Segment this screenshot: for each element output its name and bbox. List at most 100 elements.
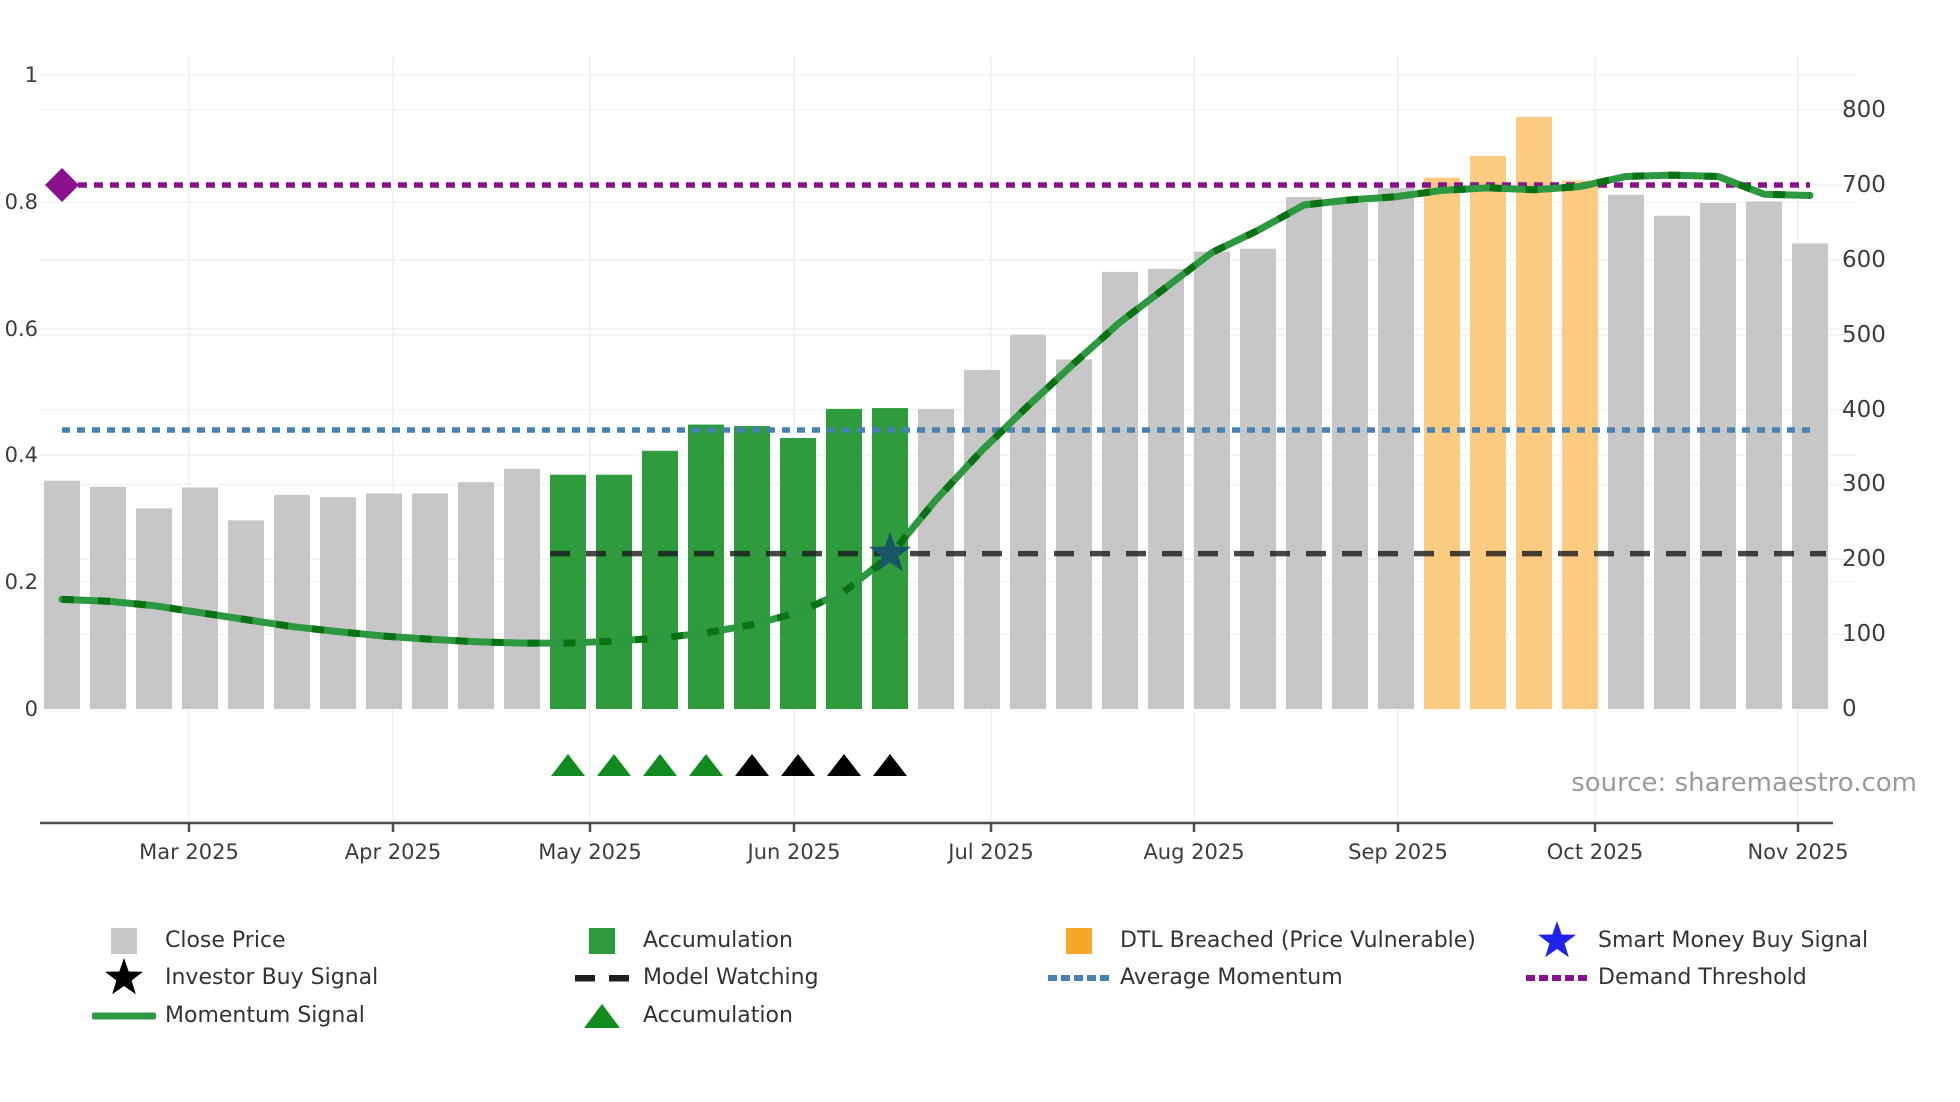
accumulation-triangle-icon [827,754,861,776]
legend-item: Momentum Signal [62,996,365,1036]
smart-money-star-icon [1538,921,1576,958]
close-price-bar [826,408,862,709]
x-axis-month-label: Oct 2025 [1546,840,1644,864]
close-price-bar [274,494,310,709]
y-left-tick-label: 0 [24,697,38,721]
accumulation-triangle-icon [689,754,723,776]
close-price-bar [1792,243,1828,710]
close-price-bar [780,438,816,709]
close-price-bar [964,369,1000,709]
legend-label: Average Momentum [1120,965,1343,990]
y-right-tick-label: 100 [1842,621,1886,648]
y-right-tick-label: 800 [1842,97,1886,124]
close-price-bar [596,474,632,709]
x-axis-month-label: Jun 2025 [747,840,841,864]
close-price-bar [1056,359,1092,709]
accumulation-triangle-icon [873,754,907,776]
x-axis-month-label: Nov 2025 [1747,840,1849,864]
legend-label: Model Watching [643,965,819,990]
y-right-tick-label: 200 [1842,546,1886,573]
y-right-tick-label: 600 [1842,246,1886,273]
close-price-bar [366,493,402,709]
close-price-bar [1424,177,1460,709]
y-left-tick-label: 0.8 [4,189,38,214]
close-price-bar [688,424,724,709]
close-price-bar [1516,116,1552,709]
accumulation-triangle-icon [597,754,631,776]
source-attribution: source: sharemaestro.com [1571,768,1917,798]
legend-item: Accumulation [540,921,793,961]
close-price-bar [642,450,678,709]
momentum-signal-line-dash [61,171,1811,647]
y-right-tick-label: 500 [1842,321,1886,348]
accumulation-triangle-icon [781,754,815,776]
close-price-bar [1332,203,1368,710]
legend-label: DTL Breached (Price Vulnerable) [1120,928,1476,953]
legend-item: DTL Breached (Price Vulnerable) [1017,921,1476,961]
investor-buy-signal-star-icon [105,958,143,995]
accumulation-triangle-icon [735,754,769,776]
close-price-swatch [111,928,137,954]
legend-label: Close Price [165,928,286,953]
demand-threshold-diamond-icon [45,168,79,203]
model-watching-dash-swatch [575,975,629,982]
y-right-tick-label: 700 [1842,172,1886,199]
momentum-signal-line-swatch [92,1012,156,1020]
buy-signal-star-icon [869,531,911,572]
legend-label: Momentum Signal [165,1003,365,1028]
x-axis-month-label: Jul 2025 [948,840,1034,864]
x-axis-month-label: Mar 2025 [139,840,239,864]
legend-item: Close Price [62,921,286,961]
legend-label: Demand Threshold [1598,965,1807,990]
close-price-bar [918,408,954,709]
close-price-bar [320,497,356,709]
close-price-bar [1700,203,1736,710]
close-price-bar [1240,248,1276,710]
legend-label: Accumulation [643,928,793,953]
close-price-bar [504,468,540,709]
y-left-tick-label: 1 [24,63,38,87]
legend-item: Average Momentum [1017,958,1343,998]
average-momentum-dots-swatch [1048,975,1109,981]
close-price-bar [412,493,448,709]
close-price-bar [734,426,770,709]
close-price-bar [1148,268,1184,709]
legend-item: Investor Buy Signal [62,958,378,998]
close-price-bar [1378,188,1414,709]
accumulation-triangle-icon [551,754,585,776]
legend-label: Investor Buy Signal [165,965,379,990]
y-right-tick-label: 400 [1842,396,1886,423]
legend-item: Model Watching [540,958,819,998]
close-price-bar [1654,215,1690,709]
legend-label: Accumulation [643,1003,793,1028]
x-axis-month-label: Aug 2025 [1143,840,1245,864]
legend-label: Smart Money Buy Signal [1598,928,1869,953]
accumulation-swatch [589,928,615,954]
close-price-bar [1608,194,1644,709]
close-price-bar [550,474,586,709]
legend-item: Accumulation [540,996,793,1036]
demand-threshold-dots-swatch [1526,975,1587,981]
accumulation-triangle-icon [643,754,677,776]
legend-item: Demand Threshold [1495,958,1807,998]
x-axis-month-label: May 2025 [538,840,642,864]
accumulation-triangle-icon [584,1004,620,1028]
y-right-tick-label: 300 [1842,471,1886,498]
close-price-bar [44,480,80,709]
y-left-tick-label: 0.6 [4,316,38,341]
x-axis-month-label: Sep 2025 [1348,840,1448,864]
close-price-bar [1562,180,1598,709]
legend-item: Smart Money Buy Signal [1495,921,1868,961]
close-price-bar [1102,271,1138,709]
close-price-bar [1286,197,1322,709]
close-price-bar [182,487,218,709]
y-left-tick-label: 0.4 [4,443,38,468]
y-right-tick-label: 0 [1842,696,1857,722]
close-price-bar [1746,201,1782,709]
y-left-tick-label: 0.2 [4,570,38,595]
dtl-breached-swatch [1066,928,1092,954]
close-price-bar [458,482,494,709]
x-axis-month-label: Apr 2025 [344,840,442,864]
